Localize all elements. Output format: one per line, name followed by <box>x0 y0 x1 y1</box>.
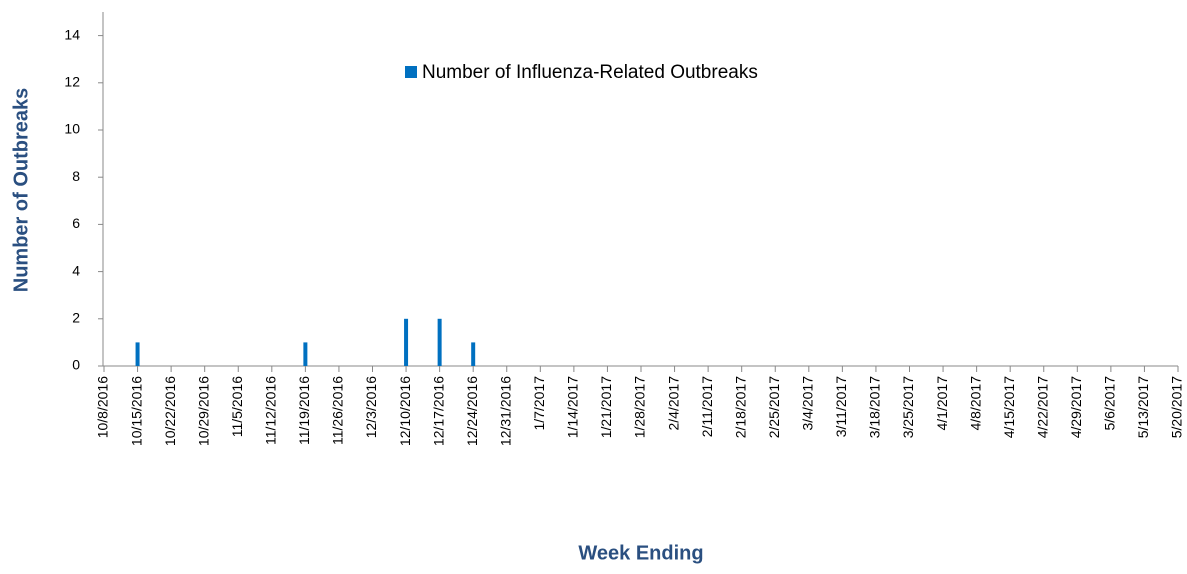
x-tick-label: 3/4/2017 <box>800 376 816 431</box>
x-tick-label: 11/5/2016 <box>229 376 245 437</box>
bar <box>437 318 442 366</box>
bar <box>471 342 476 366</box>
x-tick-label: 1/28/2017 <box>632 376 648 438</box>
y-tick-label: 0 <box>72 357 80 373</box>
x-tick-label: 1/14/2017 <box>565 376 581 438</box>
x-tick-label: 11/12/2016 <box>263 376 279 445</box>
x-tick-label: 12/31/2016 <box>497 376 513 446</box>
x-tick-label: 10/22/2016 <box>162 376 178 446</box>
y-tick-label: 8 <box>72 168 80 184</box>
x-tick-label: 3/11/2017 <box>833 376 849 437</box>
x-axis-title: Week Ending <box>578 542 703 564</box>
x-tick-label: 3/18/2017 <box>867 376 883 438</box>
x-tick-label: 10/15/2016 <box>128 376 144 446</box>
y-tick-label: 12 <box>64 74 80 90</box>
bar <box>135 342 140 366</box>
x-tick-label: 10/29/2016 <box>195 376 211 446</box>
x-tick-label: 11/19/2016 <box>296 376 312 445</box>
x-tick-label: 2/18/2017 <box>732 376 748 438</box>
x-tick-label: 2/25/2017 <box>766 376 782 438</box>
x-tick-label: 1/21/2017 <box>598 376 614 438</box>
x-tick-label: 4/15/2017 <box>1001 376 1017 438</box>
x-tick-label: 4/22/2017 <box>1034 376 1050 438</box>
x-tick-label: 5/20/2017 <box>1169 376 1185 438</box>
x-tick-label: 2/4/2017 <box>665 376 681 431</box>
y-tick-label: 14 <box>64 26 80 42</box>
y-tick-label: 2 <box>72 310 80 326</box>
legend-swatch <box>405 66 417 78</box>
bar <box>303 342 308 366</box>
y-tick-label: 4 <box>72 262 80 278</box>
y-axis-title: Number of Outbreaks <box>10 88 32 292</box>
x-tick-label: 5/13/2017 <box>1135 376 1151 438</box>
x-tick-label: 1/7/2017 <box>531 376 547 431</box>
x-tick-label: 2/11/2017 <box>699 376 715 437</box>
x-tick-label: 12/24/2016 <box>464 376 480 446</box>
y-tick-label: 6 <box>72 215 80 231</box>
x-tick-label: 4/29/2017 <box>1068 376 1084 438</box>
x-tick-label: 3/25/2017 <box>900 376 916 438</box>
x-tick-label: 10/8/2016 <box>95 376 111 438</box>
x-tick-label: 12/3/2016 <box>363 376 379 438</box>
x-tick-label: 12/10/2016 <box>397 376 413 446</box>
x-tick-label: 4/8/2017 <box>967 376 983 431</box>
x-tick-label: 12/17/2016 <box>430 376 446 446</box>
x-tick-label: 11/26/2016 <box>330 376 346 445</box>
bar <box>404 318 409 366</box>
legend-label: Number of Influenza-Related Outbreaks <box>422 62 758 83</box>
x-tick-label: 5/6/2017 <box>1102 376 1118 431</box>
y-tick-label: 10 <box>64 121 80 137</box>
x-tick-label: 4/1/2017 <box>934 376 950 431</box>
